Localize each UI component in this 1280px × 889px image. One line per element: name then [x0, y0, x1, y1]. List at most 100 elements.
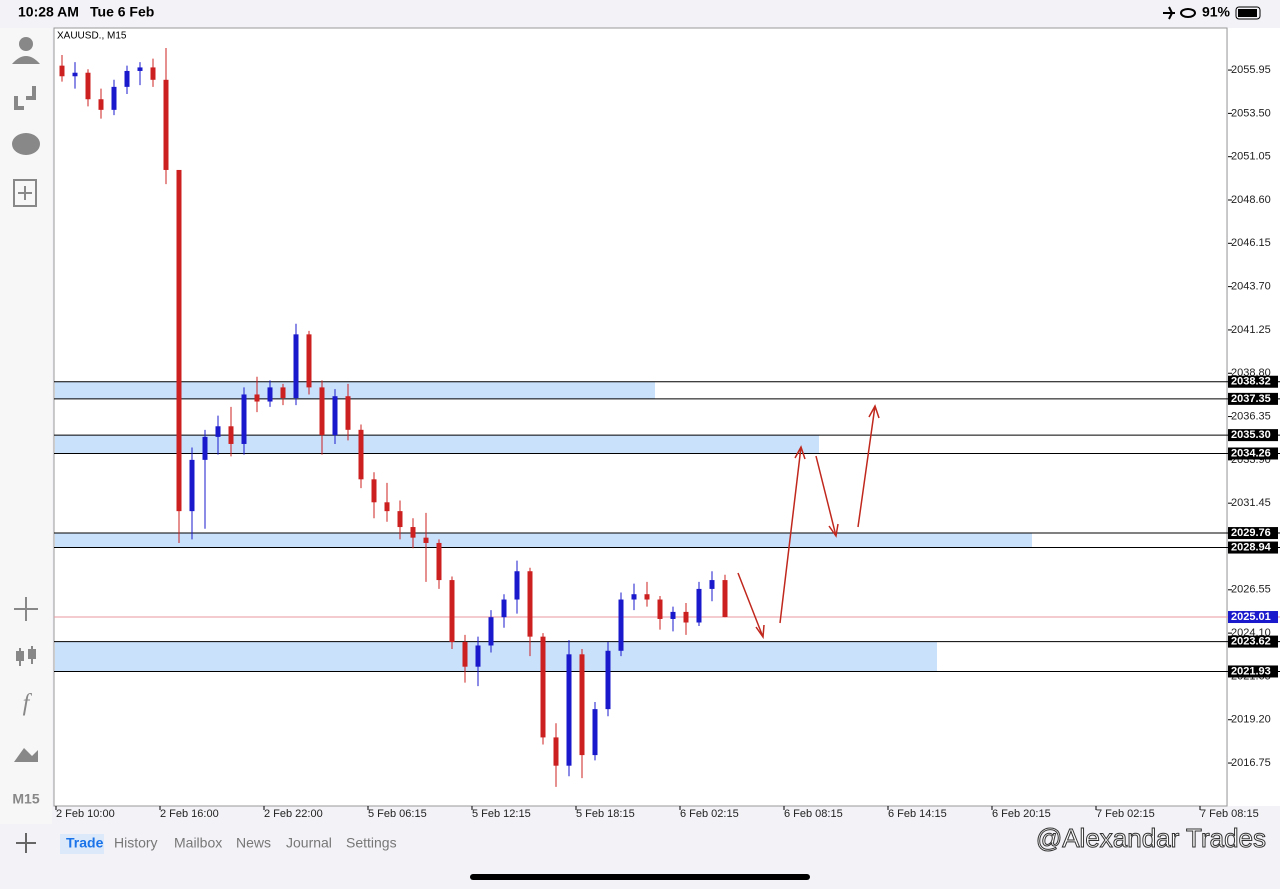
level-label-box [1228, 635, 1278, 648]
arrow [857, 404, 880, 528]
y-tick-label: 2036.35 [1231, 410, 1271, 422]
candle-body [423, 537, 429, 543]
level-label-box [1228, 429, 1278, 442]
battery-level: 91% [1202, 4, 1231, 20]
level-label-box [1228, 527, 1278, 540]
candle-body [267, 387, 273, 402]
candle-body [202, 436, 208, 460]
link-icon [1180, 8, 1196, 18]
account-icon[interactable] [19, 37, 33, 51]
chart-area[interactable] [53, 27, 1228, 807]
chart-title: XAUUSD., M15 [57, 31, 127, 42]
candle-body [241, 394, 247, 444]
x-tick-label: 7 Feb 08:15 [1200, 808, 1259, 820]
candle-body [176, 169, 182, 512]
tab-bar [0, 826, 1280, 860]
candle-body [371, 479, 377, 503]
tab[interactable]: Settings [346, 835, 397, 851]
x-tick-label: 5 Feb 12:15 [472, 808, 531, 820]
candle-body [683, 611, 689, 623]
candle-glyph [28, 649, 36, 659]
candle-body [124, 70, 130, 87]
status-time: 10:28 AM [18, 4, 79, 20]
candle-body [189, 459, 195, 512]
home-indicator [470, 874, 810, 880]
y-tick-label: 2048.60 [1231, 194, 1271, 206]
timeframe-button[interactable]: M15 [12, 791, 39, 807]
candle-body [462, 641, 468, 667]
candle-body [501, 599, 507, 618]
candle-body [553, 737, 559, 766]
crosshair-icon[interactable] [14, 597, 38, 621]
candle-body [579, 654, 585, 756]
y-tick-label: 2051.05 [1231, 151, 1271, 163]
tab-highlight [60, 834, 104, 854]
y-tick-label: 2016.75 [1231, 757, 1271, 769]
candle-body [345, 396, 351, 430]
x-tick-label: 2 Feb 16:00 [160, 808, 219, 820]
level-label: 2028.94 [1231, 541, 1272, 553]
level-label: 2035.30 [1231, 429, 1271, 441]
candle-body [384, 502, 390, 512]
candle-body [475, 645, 481, 667]
candle-body [540, 636, 546, 738]
x-tick-label: 7 Feb 02:15 [1096, 808, 1155, 820]
tab[interactable]: Journal [286, 835, 332, 851]
y-tick-label: 2041.25 [1231, 324, 1271, 336]
candle-body [137, 67, 143, 71]
x-tick-label: 6 Feb 08:15 [784, 808, 843, 820]
price-label: 2025.01 [1231, 611, 1271, 623]
candle-body [670, 611, 676, 619]
candle-body [163, 79, 169, 170]
add-button[interactable] [16, 833, 36, 853]
candle-body [410, 527, 416, 538]
new-order-icon[interactable] [13, 179, 37, 207]
y-tick-label: 2055.95 [1231, 64, 1271, 76]
status-date: Tue 6 Feb [90, 4, 154, 20]
y-tick-label: 2043.70 [1231, 281, 1271, 293]
level-label: 2023.62 [1231, 636, 1271, 648]
x-tick-label: 5 Feb 06:15 [368, 808, 427, 820]
candle-body [228, 426, 234, 444]
candle-body [254, 394, 260, 402]
candle-body [98, 99, 104, 110]
candle-body [150, 67, 156, 80]
candle-body [306, 334, 312, 388]
candle-glyph [16, 651, 24, 661]
y-tick-label: 2019.20 [1231, 714, 1271, 726]
level-label-box [1228, 665, 1278, 678]
candle-body [696, 588, 702, 623]
tab[interactable]: History [114, 835, 158, 851]
zone [55, 381, 655, 399]
plot [54, 47, 1280, 787]
plus-sign [18, 186, 32, 200]
chat-icon[interactable] [12, 133, 40, 155]
tab[interactable]: Mailbox [174, 835, 222, 851]
level-label-box [1228, 447, 1278, 460]
candle-body [631, 594, 637, 600]
y-tick-label: 2031.45 [1231, 497, 1271, 509]
forecast-arrows [737, 404, 880, 640]
tab[interactable]: Trade [66, 835, 104, 851]
level-label: 2021.93 [1231, 665, 1271, 677]
arrow [737, 572, 765, 640]
account-icon-body [12, 56, 40, 64]
objects-icon[interactable] [14, 748, 38, 762]
candle-body [644, 594, 650, 600]
candle-body [332, 396, 338, 436]
tab[interactable]: News [236, 835, 271, 851]
level-label: 2034.26 [1231, 447, 1271, 459]
candle-body [592, 709, 598, 756]
y-tick-label: 2046.15 [1231, 237, 1271, 249]
watermark: @Alexandar Trades [1036, 823, 1266, 853]
left-toolbar [0, 28, 52, 824]
trade-icon[interactable] [14, 86, 36, 110]
candle-body [358, 429, 364, 480]
level-label: 2029.76 [1231, 527, 1271, 539]
price-label-box [1228, 611, 1278, 624]
x-tick-label: 5 Feb 18:15 [576, 808, 635, 820]
zone [55, 533, 1032, 548]
indicators-icon[interactable]: f [23, 691, 33, 717]
level-label-box [1228, 392, 1278, 405]
